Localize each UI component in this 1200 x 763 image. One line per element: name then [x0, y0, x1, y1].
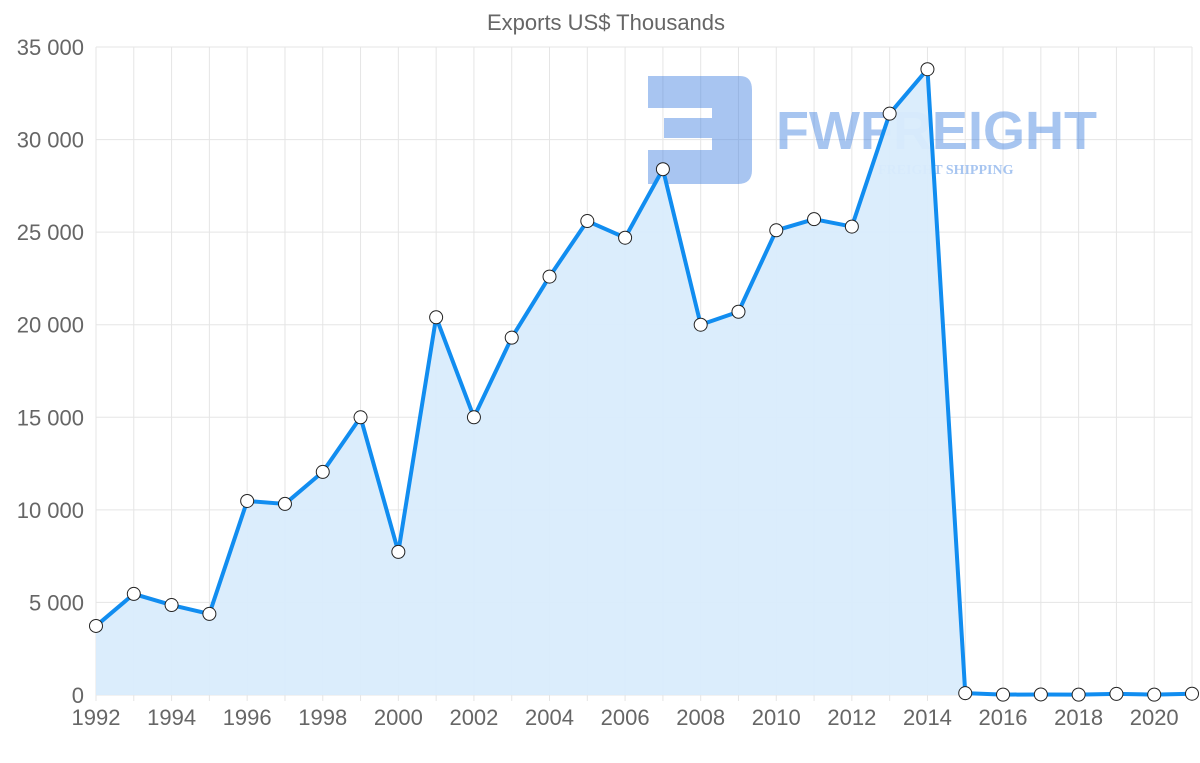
data-point[interactable] — [1109, 686, 1124, 701]
series-points — [89, 62, 1199, 702]
x-tick-label: 2000 — [374, 705, 423, 730]
y-tick-label: 5 000 — [29, 590, 84, 615]
x-tick-label: 2010 — [752, 705, 801, 730]
data-point[interactable] — [882, 106, 897, 121]
data-point[interactable] — [429, 310, 444, 325]
x-tick-label: 2012 — [827, 705, 876, 730]
data-point[interactable] — [466, 410, 481, 425]
x-tick-label: 2018 — [1054, 705, 1103, 730]
y-tick-label: 0 — [72, 683, 84, 708]
x-tick-label: 1996 — [223, 705, 272, 730]
x-tick-label: 1994 — [147, 705, 196, 730]
data-point[interactable] — [202, 606, 217, 621]
data-point[interactable] — [89, 618, 103, 633]
data-point[interactable] — [580, 214, 595, 229]
data-point[interactable] — [164, 598, 179, 613]
x-tick-label: 2020 — [1130, 705, 1179, 730]
svg-text:FWFREIGHT: FWFREIGHT — [776, 101, 1097, 161]
y-tick-label: 25 000 — [17, 220, 84, 245]
y-tick-label: 20 000 — [17, 313, 84, 338]
data-point[interactable] — [240, 493, 255, 508]
data-point[interactable] — [1185, 686, 1199, 701]
data-point[interactable] — [1147, 687, 1162, 702]
x-tick-label: 2008 — [676, 705, 725, 730]
series-area — [94, 67, 1193, 697]
chart-title: Exports US$ Thousands — [487, 10, 725, 35]
data-point[interactable] — [315, 464, 330, 479]
data-point[interactable] — [391, 544, 406, 559]
data-point[interactable] — [844, 219, 859, 234]
data-point[interactable] — [996, 687, 1011, 702]
x-tick-label: 1998 — [298, 705, 347, 730]
data-point[interactable] — [504, 330, 519, 345]
data-point[interactable] — [1033, 687, 1048, 702]
x-tick-label: 2002 — [449, 705, 498, 730]
data-point[interactable] — [655, 162, 670, 177]
area-fill — [96, 69, 1192, 695]
data-point[interactable] — [807, 212, 822, 227]
data-point[interactable] — [769, 223, 784, 238]
y-tick-label: 30 000 — [17, 128, 84, 153]
x-tick-label: 2016 — [979, 705, 1028, 730]
y-tick-label: 35 000 — [17, 35, 84, 60]
data-point[interactable] — [693, 317, 708, 332]
x-tick-label: 2004 — [525, 705, 574, 730]
data-point[interactable] — [277, 496, 292, 511]
data-point[interactable] — [731, 304, 746, 319]
data-point[interactable] — [618, 230, 633, 245]
data-point[interactable] — [542, 269, 557, 284]
y-tick-label: 15 000 — [17, 405, 84, 430]
data-point[interactable] — [920, 62, 935, 77]
y-tick-label: 10 000 — [17, 498, 84, 523]
data-point[interactable] — [1071, 687, 1086, 702]
data-point[interactable] — [353, 410, 368, 425]
y-axis: 0 5 000 10 000 15 000 20 000 25 000 30 000 35 0… — [17, 35, 84, 708]
watermark-logo: FWFREIGHT FREIGHT SHIPPING — [648, 76, 1097, 184]
x-tick-label: 2014 — [903, 705, 952, 730]
data-point[interactable] — [958, 686, 973, 701]
x-axis: 1992 1994 1996 1998 2000 2002 2004 2006 2008 2010… — [72, 705, 1179, 730]
x-tick-label: 2006 — [601, 705, 650, 730]
data-point[interactable] — [126, 586, 141, 601]
x-tick-label: 1992 — [72, 705, 121, 730]
